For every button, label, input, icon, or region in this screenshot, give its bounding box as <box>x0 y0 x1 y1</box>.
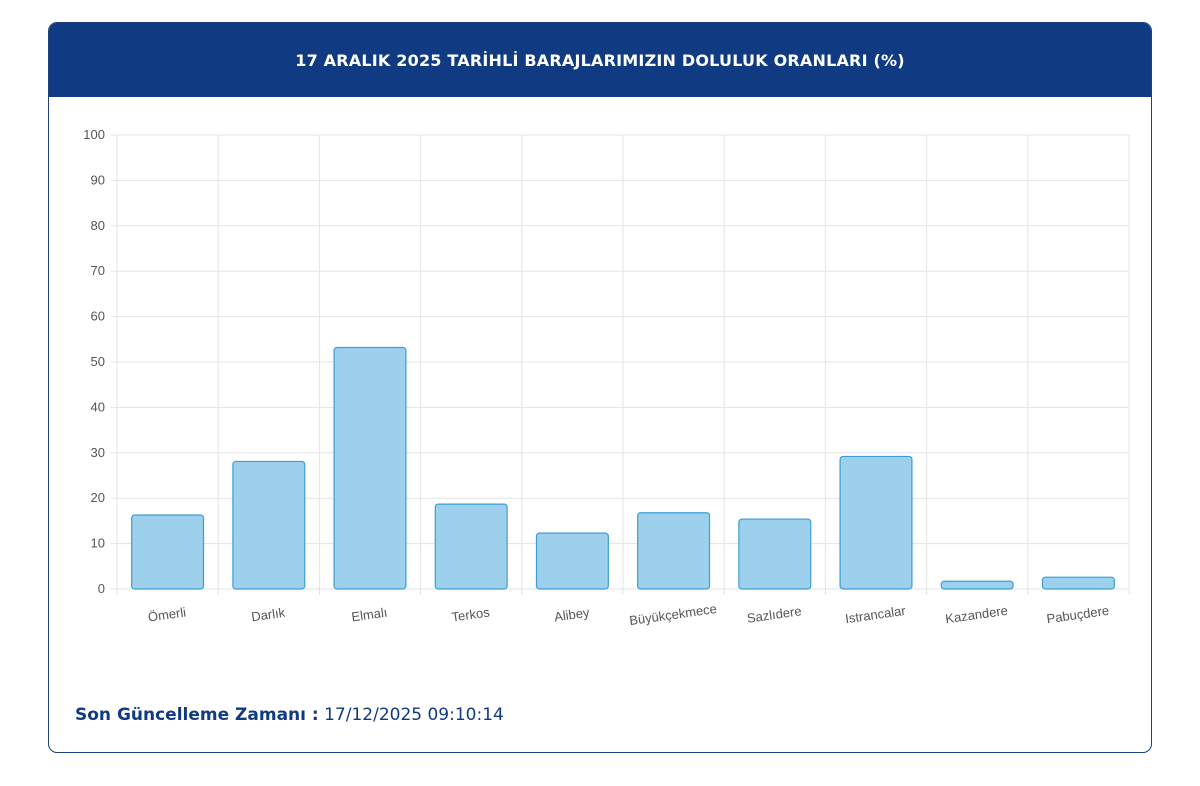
x-category-label: Terkos <box>451 604 491 624</box>
y-tick-label: 90 <box>91 172 105 187</box>
bar <box>738 518 812 590</box>
last-update-label: Son Güncelleme Zamanı : <box>75 705 319 725</box>
bar-chart: 0 10 20 30 40 50 60 70 80 90 100 Ömerli Darlık Elmalı… <box>83 127 1130 628</box>
x-category-label: Büyükçekmece <box>628 601 717 628</box>
y-tick-label: 20 <box>91 490 105 505</box>
y-tick-label: 60 <box>91 309 105 324</box>
x-category-label: Ömerli <box>147 604 187 624</box>
card-header: 17 ARALIK 2025 TARİHLİ BARAJLARIMIZIN DO… <box>49 23 1151 97</box>
y-tick-label: 30 <box>91 445 105 460</box>
y-tick-label: 100 <box>83 127 105 142</box>
chart-title: 17 ARALIK 2025 TARİHLİ BARAJLARIMIZIN DO… <box>295 50 905 70</box>
bar <box>131 514 205 590</box>
bar <box>232 460 306 590</box>
bar <box>535 532 609 590</box>
bar <box>333 346 407 590</box>
bar <box>839 455 913 590</box>
bar <box>637 512 711 590</box>
bar <box>940 580 1014 590</box>
x-category-label: Elmalı <box>350 605 388 625</box>
y-tick-label: 0 <box>98 581 105 596</box>
bar <box>434 503 508 590</box>
last-update: Son Güncelleme Zamanı : 17/12/2025 09:10… <box>75 705 504 725</box>
x-category-label: Alibey <box>553 605 591 625</box>
x-category-label: Pabuçdere <box>1046 603 1110 627</box>
y-tick-label: 50 <box>91 354 105 369</box>
y-tick-label: 40 <box>91 399 105 414</box>
bar <box>1041 576 1115 590</box>
y-tick-label: 70 <box>91 263 105 278</box>
last-update-value: 17/12/2025 09:10:14 <box>324 705 504 725</box>
chart-card: 17 ARALIK 2025 TARİHLİ BARAJLARIMIZIN DO… <box>48 22 1152 753</box>
x-category-label: Sazlıdere <box>746 603 802 625</box>
y-tick-label: 80 <box>91 218 105 233</box>
y-tick-label: 10 <box>91 536 105 551</box>
x-category-label: Kazandere <box>944 603 1008 627</box>
x-category-label: Darlık <box>250 605 286 625</box>
x-category-label: Istrancalar <box>844 603 907 626</box>
